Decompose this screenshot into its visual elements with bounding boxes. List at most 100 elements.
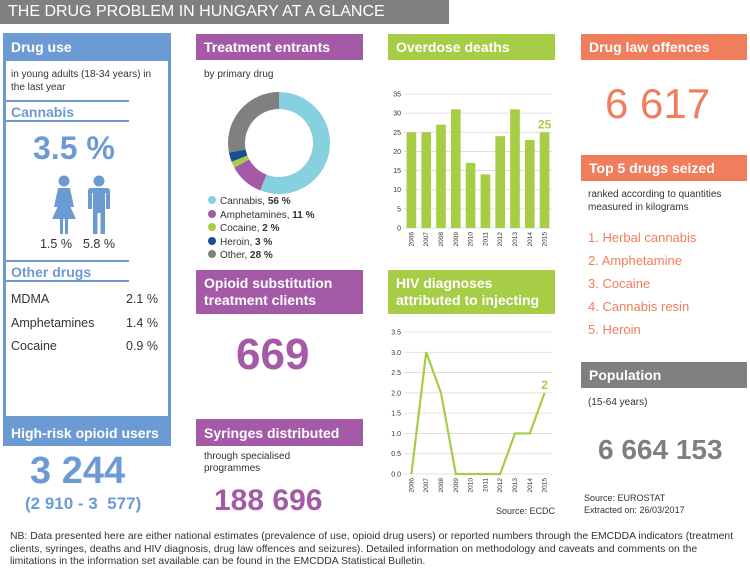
population-value: 6 664 153 bbox=[598, 434, 723, 465]
y-tick-label: 20 bbox=[393, 149, 401, 156]
law-header: Drug law offences bbox=[581, 34, 747, 60]
x-tick-label: 2012 bbox=[497, 478, 504, 493]
x-tick-label: 2010 bbox=[468, 478, 475, 493]
page-title-bar bbox=[0, 0, 449, 24]
x-tick-label: 2007 bbox=[423, 478, 430, 493]
x-tick-label: 2015 bbox=[542, 478, 549, 493]
seized-item-1: 1. Herbal cannabis bbox=[588, 230, 697, 245]
ost-header: Opioid substitution treatment clients bbox=[196, 270, 363, 314]
legend-swatch-cannabis bbox=[208, 196, 216, 204]
other-drug-name-amphetamines: Amphetamines bbox=[11, 316, 95, 330]
treatment-legend: Cannabis, 56 % Amphetamines, 11 % Cocain… bbox=[208, 195, 315, 263]
legend-item-heroin: Heroin, 3 % bbox=[208, 236, 315, 250]
donut-slice bbox=[231, 155, 250, 168]
series-line bbox=[410, 351, 546, 476]
y-tick-label: 25 bbox=[393, 130, 401, 137]
x-tick-label: 2006 bbox=[408, 478, 415, 493]
male-prevalence: 5.8 % bbox=[83, 237, 115, 251]
treatment-header: Treatment entrants bbox=[196, 34, 363, 60]
population-extracted: Extracted on: 26/03/2017 bbox=[584, 505, 685, 515]
high-risk-header: High-risk opioid users bbox=[3, 419, 171, 446]
x-tick-label: 2014 bbox=[527, 478, 534, 493]
legend-label: Heroin, bbox=[220, 236, 256, 248]
x-tick-label: 2009 bbox=[453, 478, 460, 493]
y-tick-label: 0.0 bbox=[391, 472, 401, 479]
bar bbox=[480, 174, 491, 228]
page-title: THE DRUG PROBLEM IN HUNGARY AT A GLANCE bbox=[8, 3, 385, 20]
y-tick-label: 1.0 bbox=[391, 431, 401, 438]
legend-value: 3 % bbox=[255, 236, 273, 248]
x-tick-label: 2008 bbox=[438, 232, 445, 247]
bar bbox=[436, 124, 446, 228]
legend-swatch-heroin bbox=[208, 236, 216, 245]
seized-item-3: 3. Cocaine bbox=[588, 276, 651, 291]
donut-slice bbox=[260, 92, 330, 194]
high-risk-range: (2 910 - 3 577) bbox=[25, 494, 142, 513]
y-tick-label: 0.5 bbox=[391, 451, 401, 458]
other-drug-value-amphetamines: 1.4 % bbox=[126, 316, 158, 330]
overdose-bar-chart: 0 5 10 15 20 25 30 35 2006 2007 2008 2009 2010 2011 20… bbox=[393, 92, 552, 247]
syringes-header: Syringes distributed bbox=[196, 419, 363, 446]
last-value-label: 2 bbox=[541, 378, 548, 392]
bar bbox=[465, 162, 476, 228]
bar bbox=[510, 109, 520, 228]
y-tick-label: 3.0 bbox=[391, 350, 401, 357]
drug-use-header: Drug use bbox=[11, 39, 72, 55]
bar bbox=[524, 139, 535, 228]
bar bbox=[495, 136, 506, 228]
legend-value: 56 % bbox=[267, 196, 291, 207]
legend-swatch-amphetamines bbox=[208, 209, 216, 218]
legend-value: 28 % bbox=[250, 250, 273, 261]
legend-value: 2 % bbox=[262, 223, 280, 234]
x-tick-label: 2013 bbox=[512, 232, 519, 247]
legend-label: Amphetamines, bbox=[220, 209, 293, 221]
seized-item-5: 5. Heroin bbox=[588, 322, 641, 337]
male-icon bbox=[88, 175, 110, 234]
footnote: NB: Data presented here are either natio… bbox=[10, 531, 734, 567]
last-value-label: 25 bbox=[538, 117, 552, 131]
ost-value: 669 bbox=[236, 330, 310, 379]
hiv-line-chart: 0.0 0.5 1.0 1.5 2.0 2.5 3.0 3.5 2006 2007 2008 2009… bbox=[391, 330, 552, 493]
law-value: 6 617 bbox=[605, 80, 711, 127]
high-risk-value: 3 244 bbox=[30, 450, 126, 492]
x-tick-label: 2009 bbox=[453, 232, 460, 247]
treatment-donut-chart bbox=[228, 92, 330, 194]
legend-swatch-other bbox=[208, 250, 216, 258]
x-tick-label: 2014 bbox=[527, 232, 534, 247]
y-tick-label: 30 bbox=[393, 111, 401, 118]
y-tick-label: 15 bbox=[393, 168, 401, 175]
drug-use-subtitle: in young adults (18-34 years) in the las… bbox=[11, 69, 152, 93]
seized-subtitle: ranked according to quantities measured … bbox=[588, 189, 722, 213]
other-drug-name-mdma: MDMA bbox=[11, 292, 50, 306]
x-tick-label: 2012 bbox=[497, 232, 504, 247]
population-header: Population bbox=[581, 362, 747, 388]
legend-label: Other, bbox=[220, 250, 251, 261]
other-drug-value-mdma: 2.1 % bbox=[126, 292, 158, 306]
legend-item-cannabis: Cannabis, 56 % bbox=[208, 195, 315, 209]
x-tick-label: 2007 bbox=[423, 232, 430, 247]
legend-label: Cocaine, bbox=[220, 223, 263, 234]
x-tick-label: 2015 bbox=[542, 232, 549, 247]
bar bbox=[421, 132, 432, 228]
x-tick-label: 2010 bbox=[468, 232, 475, 247]
x-tick-label: 2008 bbox=[438, 478, 445, 493]
syringes-subtitle: through specialised programmes bbox=[204, 451, 291, 474]
donut-slice bbox=[228, 92, 279, 153]
hiv-header: HIV diagnoses attributed to injecting bbox=[388, 270, 555, 314]
seized-list: 1. Herbal cannabis 2. Amphetamine 3. Coc… bbox=[588, 230, 696, 345]
bar bbox=[450, 109, 461, 228]
donut-slice bbox=[234, 159, 267, 191]
other-drug-name-cocaine: Cocaine bbox=[11, 339, 57, 353]
y-tick-label: 5 bbox=[397, 206, 401, 213]
legend-value: 11 % bbox=[292, 209, 315, 221]
bar bbox=[539, 132, 550, 228]
treatment-subtitle: by primary drug bbox=[204, 69, 274, 80]
legend-item-amphetamines: Amphetamines, 11 % bbox=[208, 209, 315, 223]
syringes-value: 188 696 bbox=[214, 484, 323, 517]
y-tick-label: 0 bbox=[397, 226, 401, 233]
y-tick-label: 10 bbox=[393, 187, 401, 194]
overdose-header: Overdose deaths bbox=[388, 34, 555, 60]
legend-item-cocaine: Cocaine, 2 % bbox=[208, 222, 315, 236]
female-prevalence: 1.5 % bbox=[40, 237, 72, 251]
legend-item-other: Other, 28 % bbox=[208, 249, 315, 263]
